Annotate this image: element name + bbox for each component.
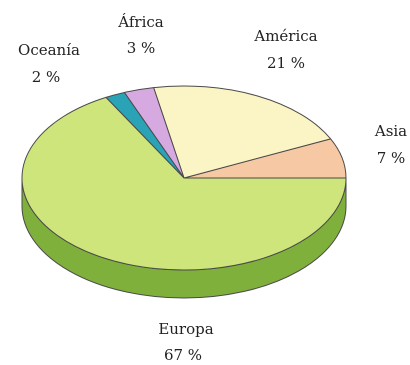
slice-america [153, 85, 332, 179]
slice-label-oceania: Oceanía [18, 41, 80, 59]
slice-value-europa: 67 % [164, 346, 202, 364]
pie-labels: Asia 7 % América 21 % África 3 % Oceanía… [18, 13, 407, 364]
slice-value-asia: 7 % [377, 149, 406, 167]
slice-value-africa: 3 % [127, 39, 156, 57]
slice-label-africa: África [117, 13, 163, 31]
slice-label-asia: Asia [374, 122, 407, 140]
slice-europa [21, 96, 347, 271]
slice-value-oceania: 2 % [32, 68, 61, 86]
slice-label-europa: Europa [158, 320, 213, 338]
slice-value-america: 21 % [267, 54, 305, 72]
slice-label-america: América [253, 27, 317, 45]
pie-slices [21, 85, 347, 271]
